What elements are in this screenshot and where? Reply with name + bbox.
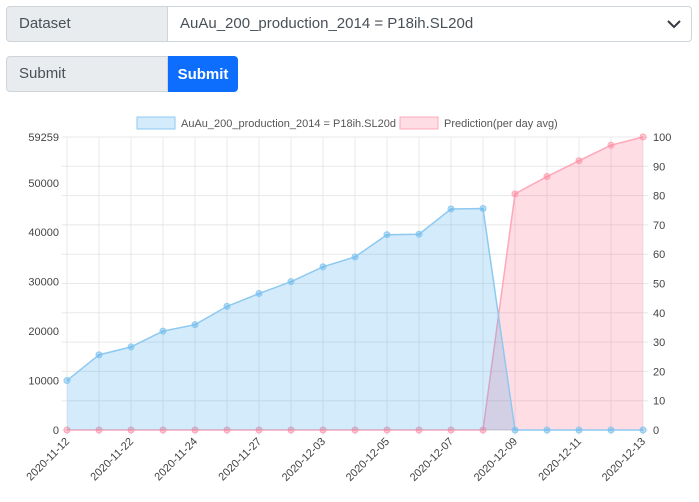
y-right-tick-label: 10 <box>653 396 665 408</box>
dataset-series-point <box>543 426 551 434</box>
legend-label-prediction: Prediction(per day avg) <box>444 118 558 130</box>
y-right-tick-label: 30 <box>653 337 665 349</box>
y-right-tick-label: 60 <box>653 249 665 261</box>
prediction-series-point <box>191 426 199 434</box>
x-tick-label: 2020-12-09 <box>472 436 520 484</box>
legend-swatch-dataset <box>136 116 176 130</box>
chevron-down-icon <box>667 20 681 29</box>
y-right-tick-label: 90 <box>653 161 665 173</box>
prediction-series-point <box>95 426 103 434</box>
x-tick-label: 2020-11-22 <box>88 436 136 484</box>
dataset-series-point <box>607 426 615 434</box>
prediction-series-point <box>255 426 263 434</box>
x-tick-label: 2020-12-11 <box>536 436 584 484</box>
prediction-series-point <box>447 426 455 434</box>
y-right-tick-label: 70 <box>653 220 665 232</box>
prediction-series-point <box>415 426 423 434</box>
dataset-series-point <box>575 426 583 434</box>
y-left-max-label: 59259 <box>28 132 59 144</box>
y-right-tick-label: 20 <box>653 366 665 378</box>
dataset-series-point <box>639 426 647 434</box>
prediction-series-point <box>607 141 615 149</box>
dataset-series-line <box>66 207 643 431</box>
legend-swatch-prediction <box>399 116 439 130</box>
dataset-series-point <box>447 205 455 213</box>
dataset-series-point <box>479 204 487 212</box>
prediction-series-point <box>127 426 135 434</box>
dataset-series-point <box>255 290 263 298</box>
prediction-series-point <box>639 133 647 141</box>
y-right-tick-label: 80 <box>653 191 665 203</box>
y-left-tick-label: 10000 <box>28 376 59 388</box>
prediction-series-point <box>511 190 519 198</box>
dataset-label: Dataset <box>6 6 168 42</box>
dataset-series-point <box>223 302 231 310</box>
x-tick-label: 2020-12-05 <box>344 436 392 484</box>
dataset-select[interactable]: AuAu_200_production_2014 = P18ih.SL20d <box>168 6 692 42</box>
dataset-series-point <box>351 253 359 261</box>
dataset-series-point <box>319 263 327 271</box>
prediction-series-area <box>67 137 643 430</box>
y-left-tick-label: 40000 <box>28 227 59 239</box>
prediction-series-point <box>223 426 231 434</box>
y-right-tick-label: 40 <box>653 308 665 320</box>
dataset-series-point <box>127 343 135 351</box>
prediction-series-point <box>351 426 359 434</box>
dataset-series-point <box>415 230 423 238</box>
y-left-tick-label: 0 <box>53 425 59 437</box>
y-right-tick-label: 0 <box>653 425 659 437</box>
dataset-series-point <box>95 351 103 359</box>
prediction-series-point <box>383 426 391 434</box>
legend-label-dataset: AuAu_200_production_2014 = P18ih.SL20d <box>181 118 396 130</box>
prediction-series-point <box>159 426 167 434</box>
submit-row: Submit Submit <box>6 56 238 92</box>
dataset-series-point <box>159 327 167 335</box>
dataset-row: Dataset AuAu_200_production_2014 = P18ih… <box>6 6 692 42</box>
submit-label: Submit <box>6 56 168 92</box>
y-left-tick-label: 50000 <box>28 178 59 190</box>
dataset-series-point <box>511 426 519 434</box>
prediction-series-point <box>63 426 71 434</box>
dataset-series-point <box>63 377 71 385</box>
chart: 0 10000 20000 30000 40000 50000 59259 0 10 20 30 40… <box>24 116 671 484</box>
prediction-series-point <box>287 426 295 434</box>
y-left-tick-label: 30000 <box>28 277 59 289</box>
dataset-series-area <box>67 208 643 430</box>
y-right-tick-label: 50 <box>653 279 665 291</box>
prediction-series-point <box>479 426 487 434</box>
prediction-series-point <box>319 426 327 434</box>
dataset-series-point <box>191 321 199 329</box>
y-left-tick-label: 20000 <box>28 326 59 338</box>
x-tick-label: 2020-12-07 <box>408 436 456 484</box>
prediction-series-line <box>67 136 644 431</box>
dataset-select-value: AuAu_200_production_2014 = P18ih.SL20d <box>180 15 474 32</box>
submit-button[interactable]: Submit <box>168 56 238 92</box>
prediction-series-point <box>575 157 583 165</box>
y-right-tick-label: 100 <box>653 132 671 144</box>
dataset-series-point <box>287 278 295 286</box>
x-tick-label: 2020-11-24 <box>152 436 200 484</box>
prediction-series-point <box>543 173 551 181</box>
x-tick-label: 2020-11-27 <box>216 436 264 484</box>
x-tick-label: 2020-12-13 <box>600 436 648 484</box>
x-tick-label: 2020-11-12 <box>24 436 72 484</box>
dataset-series-point <box>383 231 391 239</box>
x-tick-label: 2020-12-03 <box>280 436 328 484</box>
